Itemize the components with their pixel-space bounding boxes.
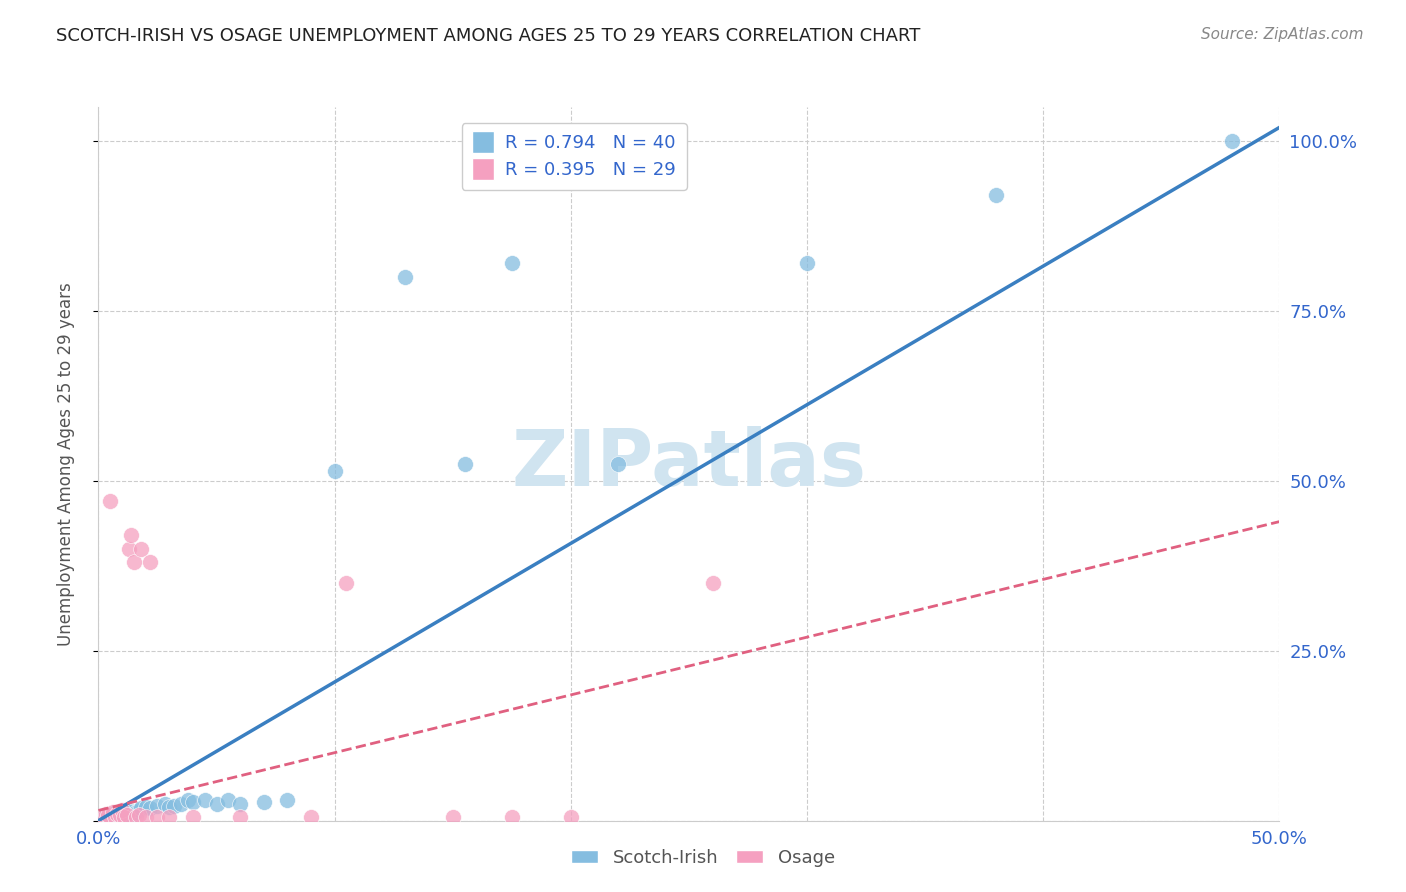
Point [194,793,217,807]
Point [394,269,416,284]
Text: SCOTCH-IRISH VS OSAGE UNEMPLOYMENT AMONG AGES 25 TO 29 YEARS CORRELATION CHART: SCOTCH-IRISH VS OSAGE UNEMPLOYMENT AMONG… [56,27,921,45]
Legend: R = 0.794   N = 40, R = 0.395   N = 29: R = 0.794 N = 40, R = 0.395 N = 29 [461,123,686,190]
Point [115,808,138,822]
Point [98,806,121,821]
Point [146,810,169,824]
Point [115,806,138,821]
Point [177,793,200,807]
Point [128,808,150,822]
Text: Source: ZipAtlas.com: Source: ZipAtlas.com [1201,27,1364,42]
Point [501,256,523,270]
Point [121,805,143,820]
Point [146,798,169,813]
Point [105,806,128,821]
Point [181,810,204,824]
Point [181,795,204,809]
Point [157,800,180,814]
Point [112,805,135,820]
Point [135,800,157,814]
Text: ZIPatlas: ZIPatlas [512,425,866,502]
Point [111,804,134,818]
Point [111,808,134,822]
Point [101,809,124,823]
Point [157,810,180,824]
Point [125,810,148,824]
Point [94,806,117,821]
Point [501,810,523,824]
Point [139,555,162,569]
Point [118,804,141,818]
Point [91,810,114,824]
Point [128,804,150,818]
Point [253,795,276,809]
Point [108,808,131,822]
Point [453,457,475,471]
Point [984,188,1007,202]
Point [118,541,141,556]
Point [121,528,143,542]
Point [163,798,186,813]
Point [97,808,120,822]
Point [97,812,120,826]
Point [796,256,818,270]
Point [229,797,252,811]
Point [91,810,114,824]
Point [1220,134,1243,148]
Point [205,797,228,811]
Point [560,810,582,824]
Point [170,797,193,811]
Point [607,457,630,471]
Point [299,810,322,824]
Point [129,801,152,815]
Point [108,806,131,821]
Point [229,810,252,824]
Point [702,575,724,590]
Point [122,806,145,821]
Point [101,805,124,820]
Point [441,810,464,824]
Y-axis label: Unemployment Among Ages 25 to 29 years: Unemployment Among Ages 25 to 29 years [56,282,75,646]
Point [125,805,148,819]
Point [104,810,127,824]
Point [135,810,157,824]
Point [217,793,239,807]
Point [323,464,346,478]
Point [122,555,145,569]
Point [104,808,127,822]
Point [335,575,357,590]
Point [153,797,176,811]
Point [98,494,121,508]
Legend: Scotch-Irish, Osage: Scotch-Irish, Osage [564,842,842,874]
Point [94,808,117,822]
Point [105,810,128,824]
Point [139,801,162,815]
Point [129,541,152,556]
Point [276,793,298,807]
Point [112,810,135,824]
